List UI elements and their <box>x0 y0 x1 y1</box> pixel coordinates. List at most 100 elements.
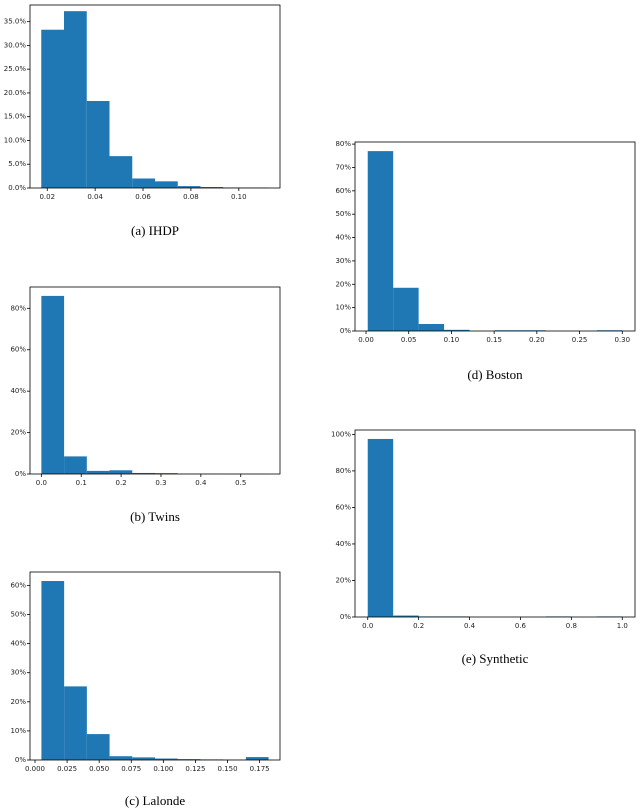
x-tick-label: 0.5 <box>235 479 246 487</box>
y-tick-label: 0% <box>340 613 351 621</box>
y-tick-label: 80% <box>10 304 26 312</box>
y-tick-label: 50% <box>10 610 26 618</box>
x-tick-label: 0.6 <box>515 622 527 630</box>
bar <box>132 757 155 760</box>
y-tick-label: 15.0% <box>4 113 27 121</box>
y-tick-label: 60% <box>10 581 26 589</box>
bar <box>177 759 201 760</box>
y-tick-label: 20% <box>10 429 26 437</box>
x-tick-label: 0.0 <box>362 622 373 630</box>
bar <box>86 101 110 188</box>
x-tick-label: 0.10 <box>444 336 460 344</box>
caption: (a) IHDP <box>131 223 179 238</box>
x-tick-label: 0.1 <box>76 479 87 487</box>
y-tick-label: 25.0% <box>4 65 27 73</box>
bar <box>86 470 110 474</box>
y-tick-label: 80% <box>335 467 351 475</box>
x-tick-label: 0.3 <box>155 479 166 487</box>
x-tick-label: 0.000 <box>25 765 45 773</box>
x-tick-label: 0.08 <box>183 193 199 201</box>
x-tick-label: 0.10 <box>231 193 247 201</box>
y-tick-label: 40% <box>335 234 351 242</box>
y-tick-label: 10% <box>10 727 26 735</box>
x-tick-label: 0.050 <box>89 765 109 773</box>
y-tick-label: 10% <box>335 304 351 312</box>
bar <box>64 11 87 189</box>
x-tick-label: 0.4 <box>464 622 476 630</box>
x-tick-label: 0.100 <box>153 765 173 773</box>
y-tick-label: 60% <box>335 503 351 511</box>
y-tick-label: 50% <box>335 210 351 218</box>
bar <box>393 615 419 617</box>
y-tick-label: 30.0% <box>4 41 27 49</box>
x-tick-label: 0.175 <box>250 765 270 773</box>
y-tick-label: 40% <box>10 387 26 395</box>
x-tick-label: 0.25 <box>572 336 588 344</box>
x-tick-label: 0.05 <box>401 336 417 344</box>
axes-frame <box>354 141 636 332</box>
bar <box>109 470 133 474</box>
x-tick-label: 0.4 <box>195 479 207 487</box>
caption: (e) Synthetic <box>462 651 529 666</box>
x-tick-label: 0.15 <box>486 336 502 344</box>
x-tick-label: 0.125 <box>185 765 205 773</box>
bar <box>109 756 133 760</box>
bar <box>245 757 269 760</box>
y-tick-label: 40% <box>10 640 26 648</box>
bar <box>132 472 155 474</box>
y-tick-label: 20% <box>335 280 351 288</box>
y-tick-label: 20.0% <box>4 89 27 97</box>
bar <box>177 186 201 188</box>
y-tick-label: 30% <box>10 669 26 677</box>
x-tick-label: 0.06 <box>135 193 151 201</box>
x-tick-label: 0.30 <box>614 336 630 344</box>
bar <box>64 686 87 760</box>
bar <box>41 581 65 760</box>
bar <box>367 151 394 331</box>
y-tick-label: 10.0% <box>4 136 27 144</box>
axes-frame <box>354 429 636 618</box>
x-tick-label: 0.2 <box>413 622 424 630</box>
bar <box>393 287 419 331</box>
axes-frame <box>29 4 281 189</box>
x-tick-label: 0.2 <box>116 479 127 487</box>
bar <box>367 438 394 617</box>
y-tick-label: 20% <box>10 698 26 706</box>
y-tick-label: 5.0% <box>8 160 26 168</box>
y-tick-label: 60% <box>10 346 26 354</box>
y-tick-label: 35.0% <box>4 18 27 26</box>
bar <box>41 29 65 188</box>
y-tick-label: 0% <box>15 756 26 764</box>
bar <box>418 323 445 331</box>
y-tick-label: 0.0% <box>8 184 26 192</box>
y-tick-label: 60% <box>335 187 351 195</box>
y-tick-label: 30% <box>335 257 351 265</box>
x-tick-label: 0.04 <box>87 193 103 201</box>
bar <box>155 181 178 188</box>
x-tick-label: 0.025 <box>57 765 77 773</box>
x-tick-label: 0.8 <box>566 622 577 630</box>
x-tick-label: 0.02 <box>39 193 55 201</box>
bar <box>64 456 87 474</box>
axes-frame <box>29 286 281 475</box>
bar <box>41 295 65 474</box>
y-tick-label: 80% <box>335 140 351 148</box>
y-tick-label: 100% <box>331 430 351 438</box>
y-tick-label: 70% <box>335 163 351 171</box>
y-tick-label: 40% <box>335 540 351 548</box>
x-tick-label: 0.150 <box>217 765 237 773</box>
bar <box>200 187 224 188</box>
x-tick-label: 1.0 <box>617 622 628 630</box>
caption: (d) Boston <box>467 367 523 382</box>
bar <box>444 329 470 331</box>
bar <box>132 178 155 188</box>
axes-frame <box>29 571 281 761</box>
x-tick-label: 0.20 <box>529 336 545 344</box>
y-tick-label: 0% <box>15 470 26 478</box>
caption: (b) Twins <box>130 509 180 524</box>
x-tick-label: 0.0 <box>36 479 47 487</box>
x-tick-label: 0.075 <box>121 765 141 773</box>
y-tick-label: 20% <box>335 576 351 584</box>
caption: (c) Lalonde <box>125 793 186 808</box>
